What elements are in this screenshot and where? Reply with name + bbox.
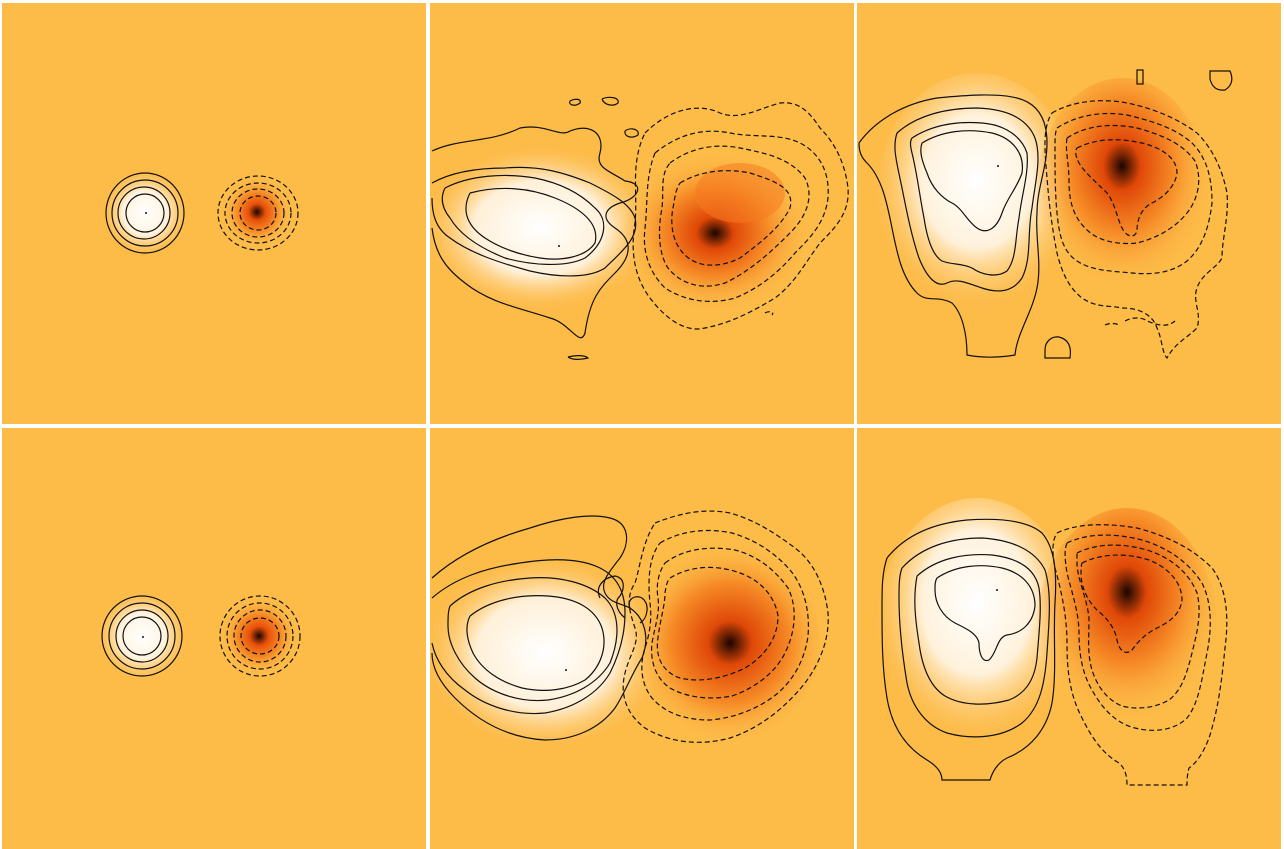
panel-bottom-right [857,428,1281,849]
positive-contours [431,515,648,741]
positive-contours [431,96,639,360]
panel-top-left-map [101,169,299,257]
positive-lobe [877,498,1077,758]
panel-bottom-left [2,428,426,849]
positive-lobe [430,143,660,313]
positive-contours [881,518,1057,781]
negative-lobe [1037,508,1217,748]
positive-lobe [96,590,188,682]
panel-top-left [2,3,426,424]
positive-contours [105,172,185,254]
negative-contours [1044,100,1228,359]
negative-contours [1052,524,1228,786]
positive-contours [858,69,1233,359]
positive-lobe [430,543,670,743]
panel-top-right-map [858,69,1233,359]
panel-bottom-right-map [877,498,1228,786]
center-marker [145,212,147,214]
panel-bottom-middle [430,428,854,849]
center-marker [142,636,144,638]
negative-contours [632,102,849,330]
negative-lobe [223,178,291,246]
panel-top-middle-map [430,96,849,360]
negative-contours [219,595,301,677]
center-marker [997,165,999,167]
negative-contours [622,510,829,743]
panel-top-middle [430,3,854,424]
negative-contours [217,175,299,251]
panel-top-right [857,3,1281,424]
negative-lobe [1037,78,1207,298]
positive-contours [101,595,183,677]
center-marker [565,669,567,671]
center-marker [996,589,998,591]
panel-bottom-left-map [96,590,301,682]
center-marker [558,245,560,247]
panel-bottom-middle-map [430,510,829,743]
positive-lobe [877,73,1077,313]
negative-lobe [620,543,820,743]
